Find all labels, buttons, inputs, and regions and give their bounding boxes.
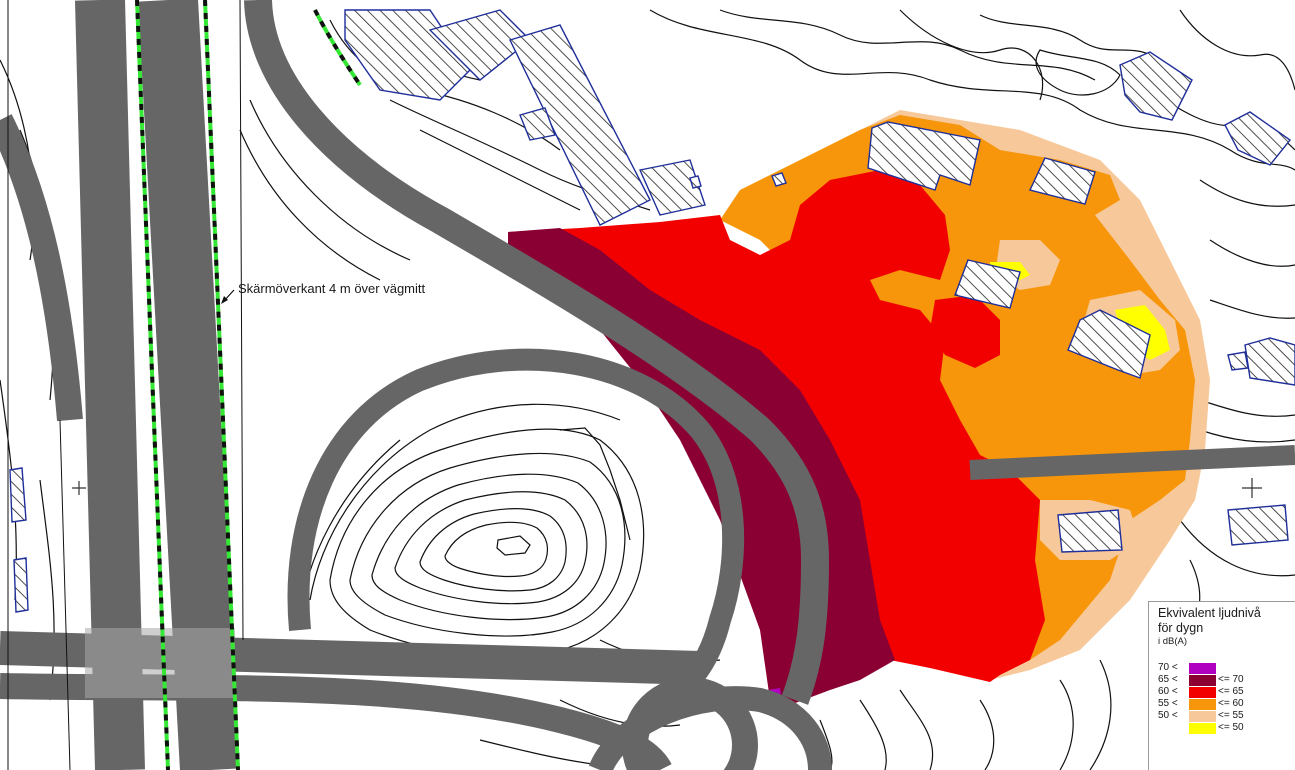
building [1227,351,1249,371]
legend-low-label: 50 < [1158,710,1178,721]
building [954,259,1021,309]
legend-swatch [1189,687,1216,698]
building [1057,509,1123,553]
legend-rows: 70 <65 < <= 70 60 < <= 65 55 < <= 60 50 < <= 55… [1158,662,1295,734]
legend-row: <= 50 [1158,722,1295,734]
building [639,159,706,216]
building [1227,504,1289,546]
overpass-light [85,628,235,698]
legend-high-label: <= 70 [1218,674,1244,685]
building [1029,157,1096,205]
building [519,107,556,141]
annotation-arrowhead-icon [221,296,228,304]
screen-annotation: Skärmöverkant 4 m över vägmitt [238,281,426,296]
building [1224,111,1292,166]
building [9,467,27,523]
legend-high-label: <= 65 [1218,686,1244,697]
legend-high-label: <= 60 [1218,698,1244,709]
curved-road [244,0,830,705]
legend-low-label: 55 < [1158,698,1178,709]
legend-low-label: 65 < [1158,674,1178,685]
legend-swatch [1189,675,1216,686]
legend-row: 60 < <= 65 [1158,686,1295,698]
building [867,121,981,191]
legend-title: Ekvivalent ljudnivå [1158,606,1261,620]
zone-65-70 [508,228,895,705]
survey-markers [72,478,1262,498]
legend-swatch [1189,663,1216,674]
zone-60-65-island [930,295,1000,368]
hill-contours [299,403,645,657]
legend-row: 70 < [1158,662,1295,674]
legend-low-label: 60 < [1158,686,1178,697]
legend-swatch [1189,723,1216,734]
buildings [9,9,1295,613]
legend-high-label: <= 50 [1218,722,1244,733]
building [509,24,651,226]
legend-row: 65 < <= 70 [1158,674,1295,686]
legend-low-label: 70 < [1158,662,1178,673]
road-east [969,445,1295,480]
building [771,172,787,187]
building [1244,337,1295,386]
legend-swatch [1189,699,1216,710]
ramp-loop [287,348,745,711]
roundabout [622,677,758,770]
building [1067,309,1151,379]
legend-row: 50 < <= 55 [1158,710,1295,722]
noise-screens [135,0,362,770]
legend-swatch [1189,711,1216,722]
legend-subtitle: för dygn [1158,621,1204,635]
motorway-ramp-west [0,114,83,422]
building [1119,51,1193,121]
legend-unit: i dB(A) [1158,636,1188,647]
legend: Ekvivalent ljudnivå för dygn i dB(A) 70 … [1148,601,1295,770]
road-edge-lines [7,0,244,770]
noise-zones [508,110,1210,706]
legend-row: 55 < <= 60 [1158,698,1295,710]
building [13,557,29,613]
building [689,175,702,189]
legend-high-label: <= 55 [1218,710,1244,721]
